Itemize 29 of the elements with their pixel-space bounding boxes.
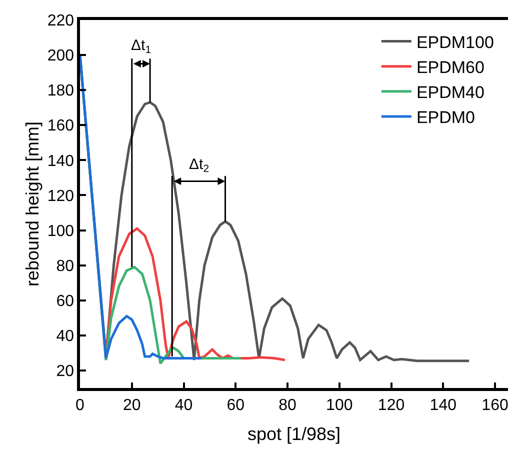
y-tick-label: 160: [47, 118, 74, 135]
y-axis-title: rebound height [mm]: [22, 121, 43, 287]
legend-label: EPDM100: [416, 32, 494, 52]
y-tick-label: 20: [56, 363, 74, 380]
x-tick-label: 40: [174, 396, 193, 414]
x-tick-label: 100: [326, 396, 353, 414]
x-axis-title: spot [1/98s]: [247, 424, 341, 444]
annotation: Δt$_{2}$: [189, 156, 210, 176]
legend-label: EPDM40: [416, 83, 484, 102]
y-tick-label: 200: [47, 48, 74, 65]
y-tick-label: 180: [47, 82, 74, 100]
y-tick-label: 80: [56, 258, 74, 275]
x-tick-label: 80: [278, 396, 297, 414]
x-tick-label: 60: [226, 396, 245, 414]
x-tick-label: 120: [378, 396, 405, 414]
y-tick-label: 60: [56, 292, 74, 310]
x-tick-label: 160: [482, 396, 508, 414]
y-tick-label: 220: [47, 12, 74, 30]
legend-label: EPDM0: [416, 108, 476, 128]
y-tick-label: 40: [56, 328, 74, 346]
y-tick-label: 120: [47, 188, 74, 205]
x-tick-label: 140: [430, 396, 457, 414]
annotation: Δt$_{1}$: [131, 37, 152, 56]
legend-label: EPDM60: [416, 58, 484, 77]
line-series: [80, 54, 204, 360]
x-tick-label: 20: [122, 396, 141, 414]
y-tick-label: 100: [47, 222, 74, 240]
x-tick-label: 0: [76, 396, 85, 414]
y-tick-label: 140: [47, 152, 74, 170]
